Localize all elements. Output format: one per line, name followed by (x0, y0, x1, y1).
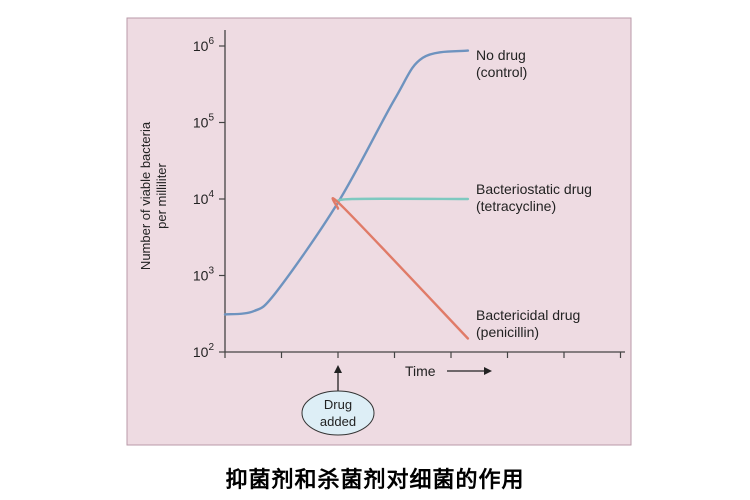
y-tick-label-2: 104 (193, 189, 215, 207)
x-axis-ticks (224, 352, 622, 358)
y-axis-ticks: 102 103 104 105 106 (193, 36, 225, 360)
drug-added-marker: Drug added (301, 365, 375, 436)
chart-panel (126, 17, 632, 446)
y-axis-label: Number of viable bacteriaper milliliter (138, 121, 169, 270)
series-label-bacteriostatic: Bacteriostatic drug (tetracycline) (476, 181, 592, 214)
figure-caption: 抑菌剂和杀菌剂对细菌的作用 (225, 468, 525, 493)
y-tick-label-3: 105 (193, 113, 215, 131)
drug-added-label-line-1: Drug (324, 397, 352, 412)
x-axis-label: Time (405, 363, 436, 379)
y-tick-label-0: 102 (193, 342, 215, 360)
series-label-bactericidal: Bactericidal drug (penicillin) (476, 307, 580, 340)
x-axis-arrow (447, 367, 492, 375)
series-layer (223, 49, 470, 340)
y-tick-label-4: 106 (193, 36, 215, 54)
series-labels: No drug (control) Bacteriostatic drug (tetr… (476, 47, 592, 340)
y-tick-label-1: 103 (193, 266, 215, 284)
series-label-no-drug: No drug (control) (476, 47, 527, 80)
drug-added-label-line-2: added (320, 414, 356, 429)
series-bactericidal-line (331, 197, 470, 340)
